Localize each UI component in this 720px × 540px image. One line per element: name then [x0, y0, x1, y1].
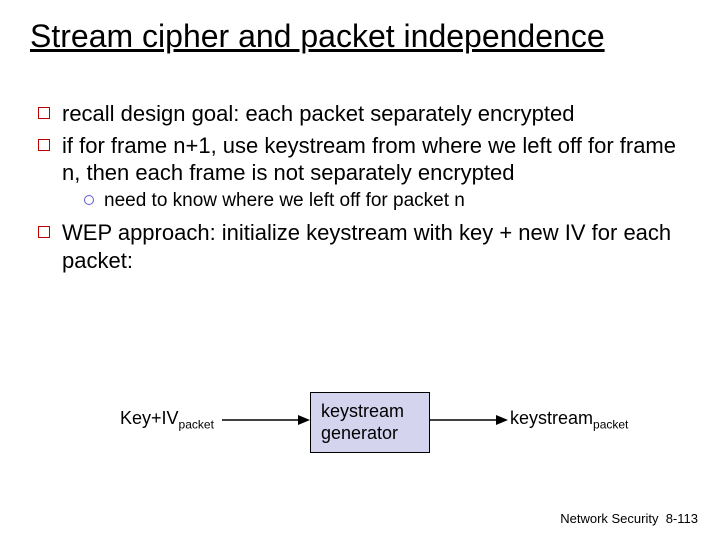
footer-page: 8-113 [666, 511, 698, 526]
output-main-text: keystream [510, 408, 593, 428]
slide-body: recall design goal: each packet separate… [38, 100, 682, 278]
bullet-item: if for frame n+1, use keystream from whe… [38, 132, 682, 214]
footer-text: Network Security [560, 511, 658, 526]
slide-title: Stream cipher and packet independence [30, 18, 690, 55]
arrow-icon [430, 412, 508, 428]
output-sub-text: packet [593, 418, 628, 432]
box-line2: generator [321, 423, 398, 443]
diagram-output-label: keystreampacket [510, 408, 628, 432]
sub-bullet-list: need to know where we left off for packe… [62, 189, 682, 214]
sub-bullet-text: need to know where we left off for packe… [104, 190, 465, 211]
input-main-text: Key+IV [120, 408, 179, 428]
bullet-list: recall design goal: each packet separate… [38, 100, 682, 274]
bullet-item: WEP approach: initialize keystream with … [38, 219, 682, 274]
diagram-input-label: Key+IVpacket [120, 408, 214, 432]
arrow-icon [222, 412, 310, 428]
bullet-text: recall design goal: each packet separate… [62, 101, 574, 126]
generator-box: keystream generator [310, 392, 430, 453]
bullet-item: recall design goal: each packet separate… [38, 100, 682, 128]
input-sub-text: packet [179, 418, 214, 432]
bullet-text: if for frame n+1, use keystream from whe… [62, 133, 676, 186]
box-line1: keystream [321, 401, 404, 421]
slide-footer: Network Security 8-113 [560, 511, 698, 526]
flow-diagram: Key+IVpacket keystream generator keystre… [0, 378, 720, 478]
sub-bullet-item: need to know where we left off for packe… [62, 189, 682, 214]
slide: Stream cipher and packet independence re… [0, 0, 720, 540]
bullet-text: WEP approach: initialize keystream with … [62, 220, 671, 273]
